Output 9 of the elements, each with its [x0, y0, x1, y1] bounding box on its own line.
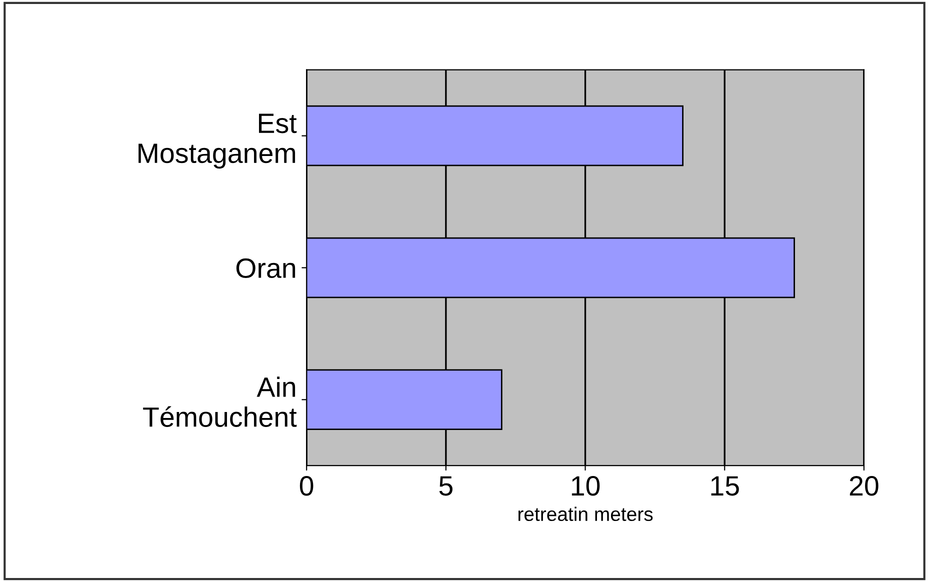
- y-tick-label: Est Mostaganem: [138, 114, 297, 169]
- x-tick-label: 5: [439, 476, 452, 496]
- y-tick-label: Oran: [236, 258, 296, 278]
- y-tick-label: Ain Témouchent: [143, 376, 297, 427]
- x-tick-label: 20: [850, 476, 878, 496]
- x-tick-label: 0: [300, 476, 314, 496]
- x-tick-label: 15: [711, 476, 739, 496]
- x-tick-label: 10: [572, 476, 600, 496]
- x-axis-title: retreatin meters: [518, 506, 653, 522]
